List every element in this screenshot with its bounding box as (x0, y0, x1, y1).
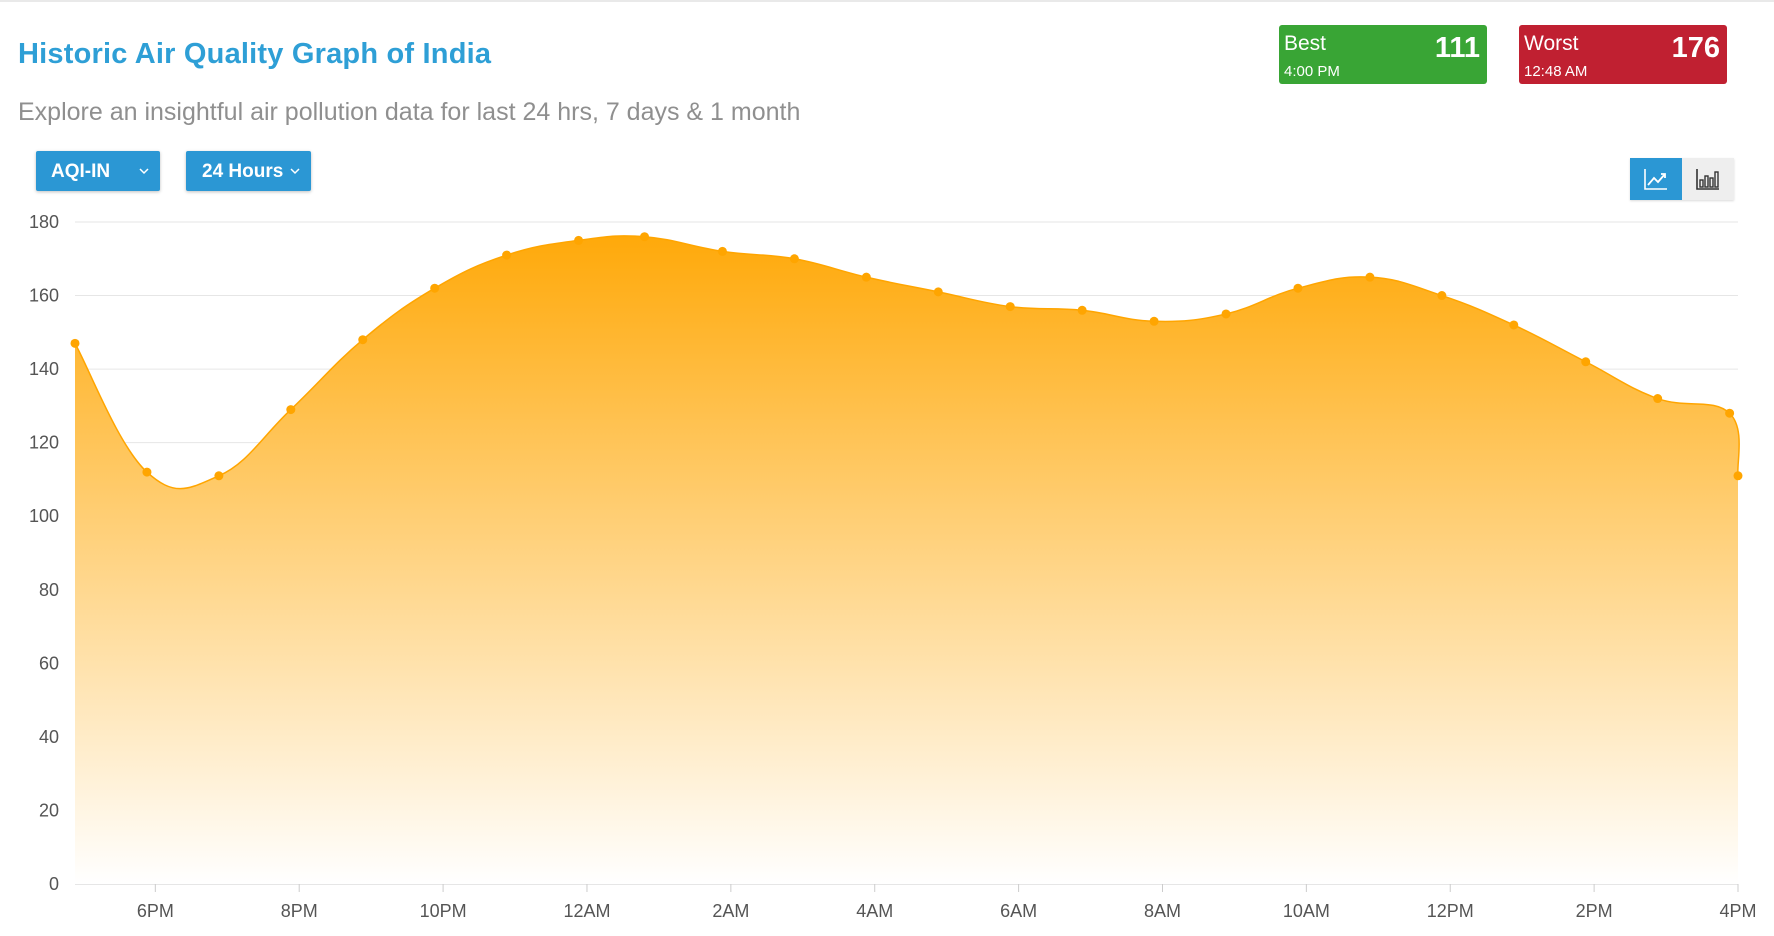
data-point (1221, 309, 1231, 319)
y-tick-label: 180 (29, 212, 59, 232)
data-point (502, 250, 512, 260)
worst-label: Worst (1524, 32, 1579, 55)
x-tick-label: 2AM (712, 901, 749, 921)
data-point (1581, 357, 1591, 367)
page-title: Historic Air Quality Graph of India (18, 38, 492, 70)
page-subtitle: Explore an insightful air pollution data… (18, 98, 801, 126)
data-point (1293, 283, 1303, 293)
metric-dropdown[interactable]: AQI-IN (36, 151, 160, 191)
x-tick-label: 10PM (420, 901, 467, 921)
x-tick-label: 6PM (137, 901, 174, 921)
y-tick-label: 80 (39, 580, 59, 600)
time-range-dropdown[interactable]: 24 Hours (186, 151, 311, 191)
worst-value: 176 (1671, 32, 1720, 64)
line-chart-icon (1644, 169, 1667, 190)
x-tick-label: 12AM (563, 901, 610, 921)
metric-dropdown-value: AQI-IN (51, 161, 111, 182)
best-value: 111 (1434, 32, 1480, 64)
data-point (430, 283, 440, 293)
data-point (1005, 302, 1015, 312)
data-point (933, 287, 943, 297)
chart-view-toggle (1630, 158, 1734, 200)
best-time: 4:00 PM (1284, 63, 1340, 80)
data-point (142, 467, 152, 477)
y-tick-label: 20 (39, 800, 59, 820)
data-point (70, 338, 80, 348)
data-point (1077, 305, 1087, 315)
x-tick-label: 4AM (856, 901, 893, 921)
data-point (717, 246, 727, 256)
bar-chart-icon (1696, 169, 1719, 190)
y-tick-label: 40 (39, 727, 59, 747)
worst-time: 12:48 AM (1524, 63, 1588, 80)
aqi-area-chart: 0 20 40 60 80 100 120 140 160 180 6PM 8PM 10PM 12AM 2A… (29, 212, 1757, 921)
y-tick-label: 140 (29, 359, 59, 379)
best-label: Best (1284, 32, 1327, 55)
data-point (1733, 471, 1743, 481)
x-tick-label: 10AM (1283, 901, 1330, 921)
y-tick-label: 60 (39, 653, 59, 673)
data-point (1437, 291, 1447, 301)
aqi-area-fill (75, 235, 1740, 884)
data-point (1509, 320, 1519, 330)
data-point (789, 254, 799, 264)
x-tick-label: 4PM (1719, 901, 1756, 921)
chevron-down-icon (139, 168, 149, 175)
x-tick-label: 6AM (1000, 901, 1037, 921)
chevron-down-icon (290, 168, 300, 175)
data-point (640, 232, 650, 242)
worst-aqi-badge: Worst 12:48 AM 176 (1519, 25, 1727, 84)
top-divider (0, 0, 1774, 2)
data-point (286, 405, 296, 415)
data-point (1725, 408, 1735, 418)
data-point (861, 272, 871, 282)
data-point (1653, 394, 1663, 404)
data-point (1149, 316, 1159, 326)
data-point (1365, 272, 1375, 282)
best-aqi-badge: Best 4:00 PM 111 (1279, 25, 1487, 84)
data-point (358, 335, 368, 345)
y-tick-label: 160 (29, 286, 59, 306)
data-point (214, 471, 224, 481)
y-tick-label: 0 (49, 874, 59, 894)
data-point (574, 235, 584, 245)
bar-chart-view-button[interactable] (1682, 158, 1734, 200)
line-chart-view-button[interactable] (1630, 158, 1682, 200)
x-tick-label: 12PM (1427, 901, 1474, 921)
x-tick-label: 8PM (281, 901, 318, 921)
time-range-dropdown-value: 24 Hours (202, 161, 284, 182)
x-tick-label: 2PM (1576, 901, 1613, 921)
y-tick-label: 120 (29, 433, 59, 453)
x-tick-label: 8AM (1144, 901, 1181, 921)
y-tick-label: 100 (29, 506, 59, 526)
